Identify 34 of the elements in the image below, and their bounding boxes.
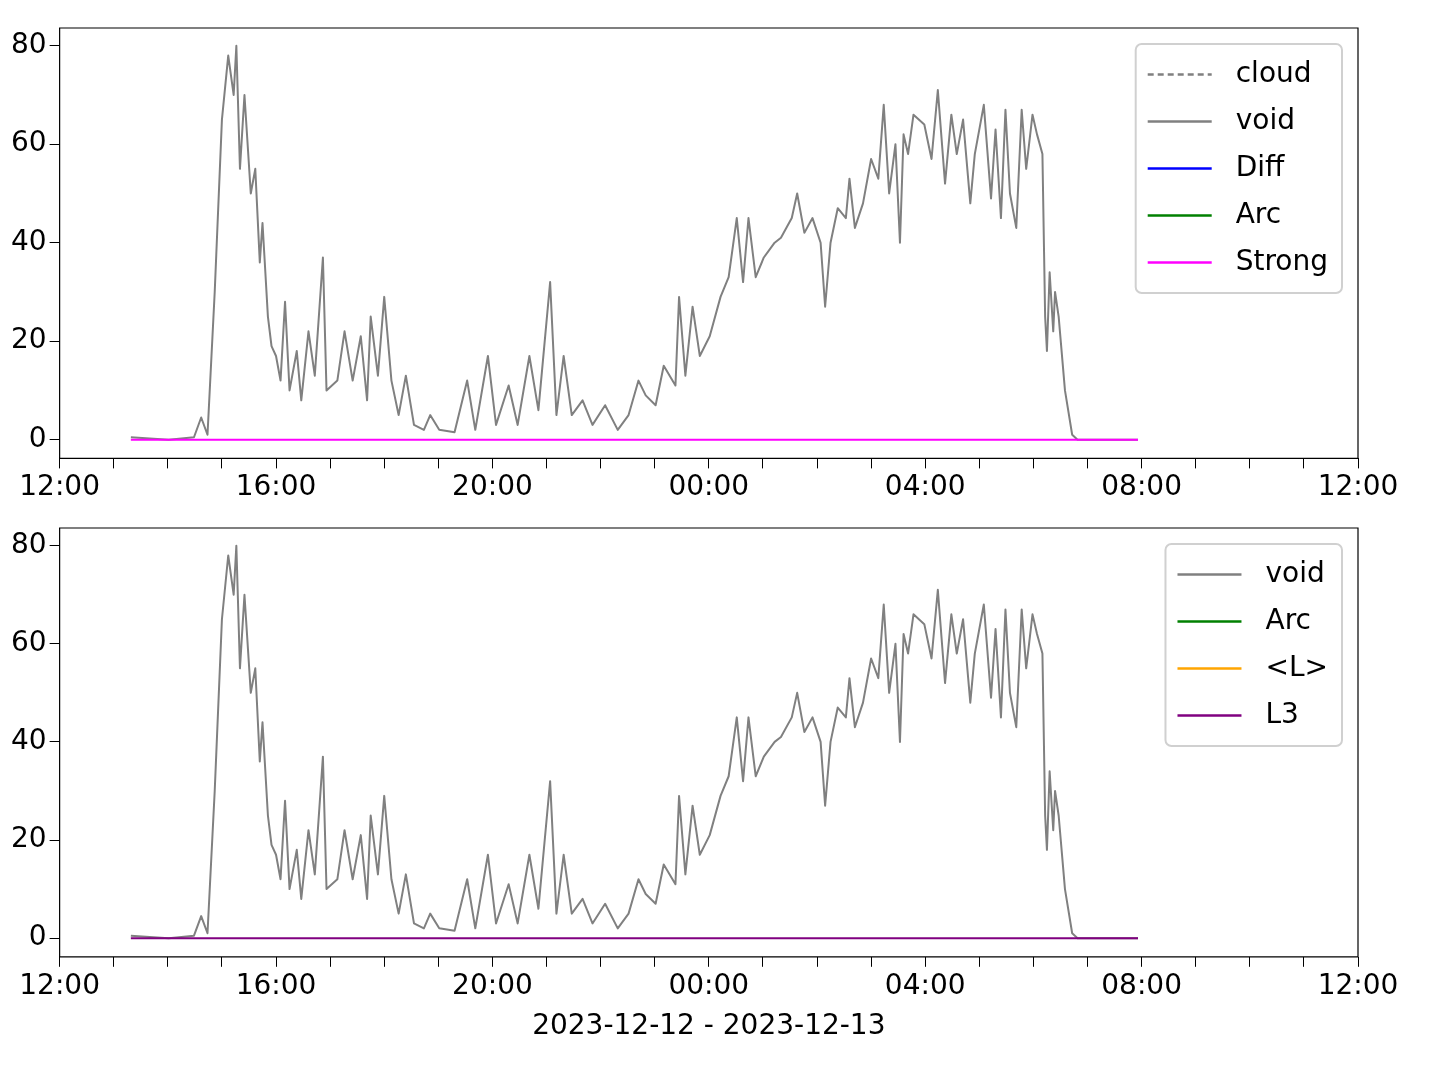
x-tick-label: 12:00 — [19, 967, 100, 1001]
y-tick-label: 80 — [10, 526, 47, 560]
y-tick-label: 80 — [10, 27, 47, 61]
x-tick-label: 00:00 — [668, 967, 750, 1001]
x-axis-title: 2023-12-12 - 2023-12-13 — [532, 1008, 886, 1042]
x-tick-label: 16:00 — [235, 469, 317, 503]
y-tick-label: 0 — [28, 919, 47, 953]
legend-label: void — [1235, 102, 1295, 136]
legend-label: Diff — [1235, 149, 1286, 183]
legend-label: Arc — [1265, 602, 1311, 636]
y-tick-label: 20 — [10, 821, 47, 855]
x-tick-label: 12:00 — [19, 469, 100, 503]
legend-label: L3 — [1265, 696, 1299, 730]
y-tick-label: 40 — [10, 223, 47, 257]
x-tick-label: 20:00 — [452, 967, 533, 1001]
x-tick-label: 04:00 — [884, 469, 966, 503]
legend-label: Strong — [1235, 243, 1329, 277]
legend-label: Arc — [1235, 196, 1282, 230]
legend-label: cloud — [1235, 55, 1312, 89]
legend-label: <L> — [1265, 649, 1329, 683]
x-tick-label: 00:00 — [668, 469, 750, 503]
y-tick-label: 60 — [10, 625, 47, 659]
legend-label: void — [1265, 555, 1325, 589]
x-tick-label: 20:00 — [452, 469, 533, 503]
y-tick-label: 20 — [10, 322, 47, 356]
x-tick-label: 12:00 — [1317, 967, 1399, 1001]
x-tick-label: 04:00 — [884, 967, 966, 1001]
x-tick-label: 16:00 — [235, 967, 317, 1001]
x-tick-label: 08:00 — [1101, 469, 1182, 503]
x-tick-label: 12:00 — [1317, 469, 1399, 503]
y-tick-label: 40 — [10, 723, 47, 757]
x-tick-label: 08:00 — [1101, 967, 1182, 1001]
y-tick-label: 60 — [10, 125, 47, 159]
y-tick-label: 0 — [28, 420, 47, 454]
